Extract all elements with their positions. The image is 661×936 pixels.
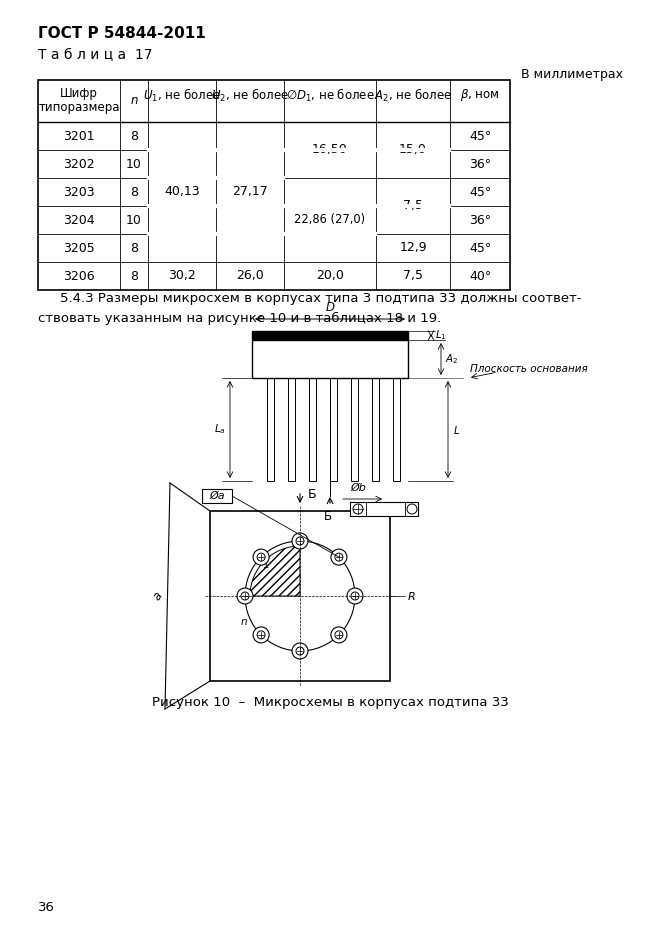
Text: 3201: 3201 <box>63 129 95 142</box>
Bar <box>329 378 336 481</box>
Circle shape <box>292 643 308 659</box>
Text: 15,0: 15,0 <box>399 143 427 156</box>
Circle shape <box>335 631 343 639</box>
Text: Т а б л и ц а  17: Т а б л и ц а 17 <box>38 48 153 62</box>
Text: T 0,25: T 0,25 <box>368 504 401 514</box>
Text: 20,0: 20,0 <box>316 270 344 283</box>
Text: 3206: 3206 <box>63 270 95 283</box>
Circle shape <box>407 504 417 514</box>
Text: $L$: $L$ <box>453 423 460 435</box>
Text: 5.4.3 Размеры микросхем в корпусах типа 3 подтипа 33 должны соответ-: 5.4.3 Размеры микросхем в корпусах типа … <box>60 292 582 305</box>
Text: 45°: 45° <box>469 129 491 142</box>
Circle shape <box>257 631 265 639</box>
Text: Б: Б <box>307 488 317 501</box>
Text: 40°: 40° <box>469 270 491 283</box>
Text: Øa: Øa <box>209 491 225 501</box>
Circle shape <box>253 549 269 565</box>
Circle shape <box>347 588 363 604</box>
Text: $R$: $R$ <box>407 590 416 602</box>
Text: $U_1$, не более: $U_1$, не более <box>143 86 221 104</box>
Bar <box>252 331 408 340</box>
Text: Б: Б <box>324 510 332 523</box>
Text: $a$: $a$ <box>150 589 166 603</box>
Text: 3202: 3202 <box>63 157 95 170</box>
Circle shape <box>292 533 308 549</box>
Text: 45°: 45° <box>469 185 491 198</box>
Text: 8: 8 <box>130 185 138 198</box>
Text: В миллиметрах: В миллиметрах <box>521 68 623 81</box>
Circle shape <box>335 553 343 561</box>
Circle shape <box>253 627 269 643</box>
Bar <box>309 378 315 481</box>
Bar <box>350 502 418 516</box>
Bar <box>202 489 232 503</box>
Bar <box>38 80 510 290</box>
Text: M: M <box>408 505 416 514</box>
Text: 30,2: 30,2 <box>168 270 196 283</box>
Text: $L_1$: $L_1$ <box>435 329 447 343</box>
Bar <box>252 331 408 340</box>
Circle shape <box>331 549 347 565</box>
Text: 8: 8 <box>130 241 138 255</box>
Circle shape <box>237 588 253 604</box>
Text: $\varnothing D_1$, не более: $\varnothing D_1$, не более <box>286 86 374 104</box>
Bar <box>393 378 399 481</box>
Text: 1: 1 <box>263 560 269 570</box>
Bar <box>288 378 295 481</box>
Bar <box>252 340 408 378</box>
Text: $n$: $n$ <box>130 95 138 108</box>
Text: 3205: 3205 <box>63 241 95 255</box>
Text: Плоскость основания: Плоскость основания <box>470 364 588 374</box>
Text: Шифр: Шифр <box>60 87 98 100</box>
Text: 7,5: 7,5 <box>403 199 423 212</box>
Text: 36°: 36° <box>469 213 491 227</box>
Wedge shape <box>250 546 300 596</box>
Text: Øb: Øb <box>350 483 366 493</box>
Text: 36: 36 <box>38 901 55 914</box>
Text: 27,17: 27,17 <box>232 185 268 198</box>
Text: 12,9: 12,9 <box>399 241 427 255</box>
Text: 8: 8 <box>130 129 138 142</box>
Circle shape <box>257 553 265 561</box>
Text: 7,5: 7,5 <box>403 270 423 283</box>
Text: 36°: 36° <box>469 157 491 170</box>
Text: $A_2$, не более: $A_2$, не более <box>374 86 452 104</box>
Text: $A_2$: $A_2$ <box>445 352 459 366</box>
Text: 16,50: 16,50 <box>312 143 348 156</box>
Text: $n$: $n$ <box>240 617 248 627</box>
Text: 22,86 (27,0): 22,86 (27,0) <box>294 213 366 227</box>
Text: 3204: 3204 <box>63 213 95 227</box>
Text: 45°: 45° <box>469 241 491 255</box>
Circle shape <box>331 627 347 643</box>
Circle shape <box>296 647 304 655</box>
Bar <box>266 378 274 481</box>
Text: $L_a$: $L_a$ <box>214 422 226 436</box>
Circle shape <box>351 592 359 600</box>
Text: 10: 10 <box>126 213 142 227</box>
Circle shape <box>353 504 363 514</box>
Text: $\beta$, ном: $\beta$, ном <box>460 87 500 103</box>
Text: 3203: 3203 <box>63 185 95 198</box>
Bar <box>371 378 379 481</box>
Text: 8: 8 <box>130 270 138 283</box>
Text: типоразмера: типоразмера <box>38 101 120 114</box>
Circle shape <box>296 537 304 545</box>
Text: Рисунок 10  –  Микросхемы в корпусах подтипа 33: Рисунок 10 – Микросхемы в корпусах подти… <box>151 696 508 709</box>
Text: 40,13: 40,13 <box>164 185 200 198</box>
Bar <box>350 378 358 481</box>
Text: 26,0: 26,0 <box>236 270 264 283</box>
Text: $D$: $D$ <box>325 301 335 314</box>
Bar <box>210 511 390 681</box>
Text: ствовать указанным на рисунке 10 и в таблицах 18 и 19.: ствовать указанным на рисунке 10 и в таб… <box>38 312 442 325</box>
Text: 10: 10 <box>126 157 142 170</box>
Text: $U_2$, не более: $U_2$, не более <box>211 86 289 104</box>
Text: ГОСТ Р 54844-2011: ГОСТ Р 54844-2011 <box>38 26 206 41</box>
Circle shape <box>241 592 249 600</box>
